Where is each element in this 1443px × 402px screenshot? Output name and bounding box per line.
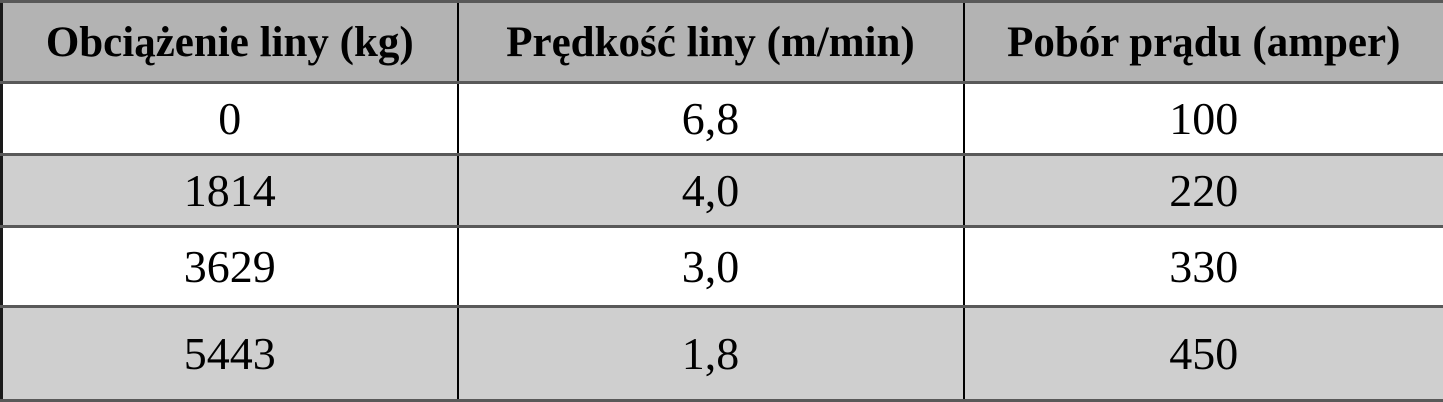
column-header-current-draw: Pobór prądu (amper) <box>962 0 1443 84</box>
table-row: 0 6,8 100 <box>0 80 1443 157</box>
cell-current-draw: 100 <box>962 80 1443 157</box>
cell-rope-speed: 4,0 <box>456 153 965 229</box>
cell-current-draw: 330 <box>962 225 1443 308</box>
table-row: 3629 3,0 330 <box>0 225 1443 308</box>
cell-rope-speed: 6,8 <box>456 80 965 157</box>
table-row: 1814 4,0 220 <box>0 153 1443 229</box>
table-body: 0 6,8 100 1814 4,0 220 3629 3,0 330 5443… <box>0 80 1443 402</box>
cell-rope-load: 3629 <box>0 225 459 308</box>
cell-current-draw: 450 <box>962 304 1443 402</box>
table-row: 5443 1,8 450 <box>0 304 1443 402</box>
table-header-row: Obciążenie liny (kg) Prędkość liny (m/mi… <box>0 0 1443 84</box>
cell-rope-speed: 3,0 <box>456 225 965 308</box>
cell-current-draw: 220 <box>962 153 1443 229</box>
column-header-rope-speed: Prędkość liny (m/min) <box>456 0 965 84</box>
column-header-rope-load: Obciążenie liny (kg) <box>0 0 459 84</box>
cell-rope-load: 0 <box>0 80 459 157</box>
cell-rope-load: 5443 <box>0 304 459 402</box>
table-header: Obciążenie liny (kg) Prędkość liny (m/mi… <box>0 0 1443 84</box>
cell-rope-speed: 1,8 <box>456 304 965 402</box>
cell-rope-load: 1814 <box>0 153 459 229</box>
